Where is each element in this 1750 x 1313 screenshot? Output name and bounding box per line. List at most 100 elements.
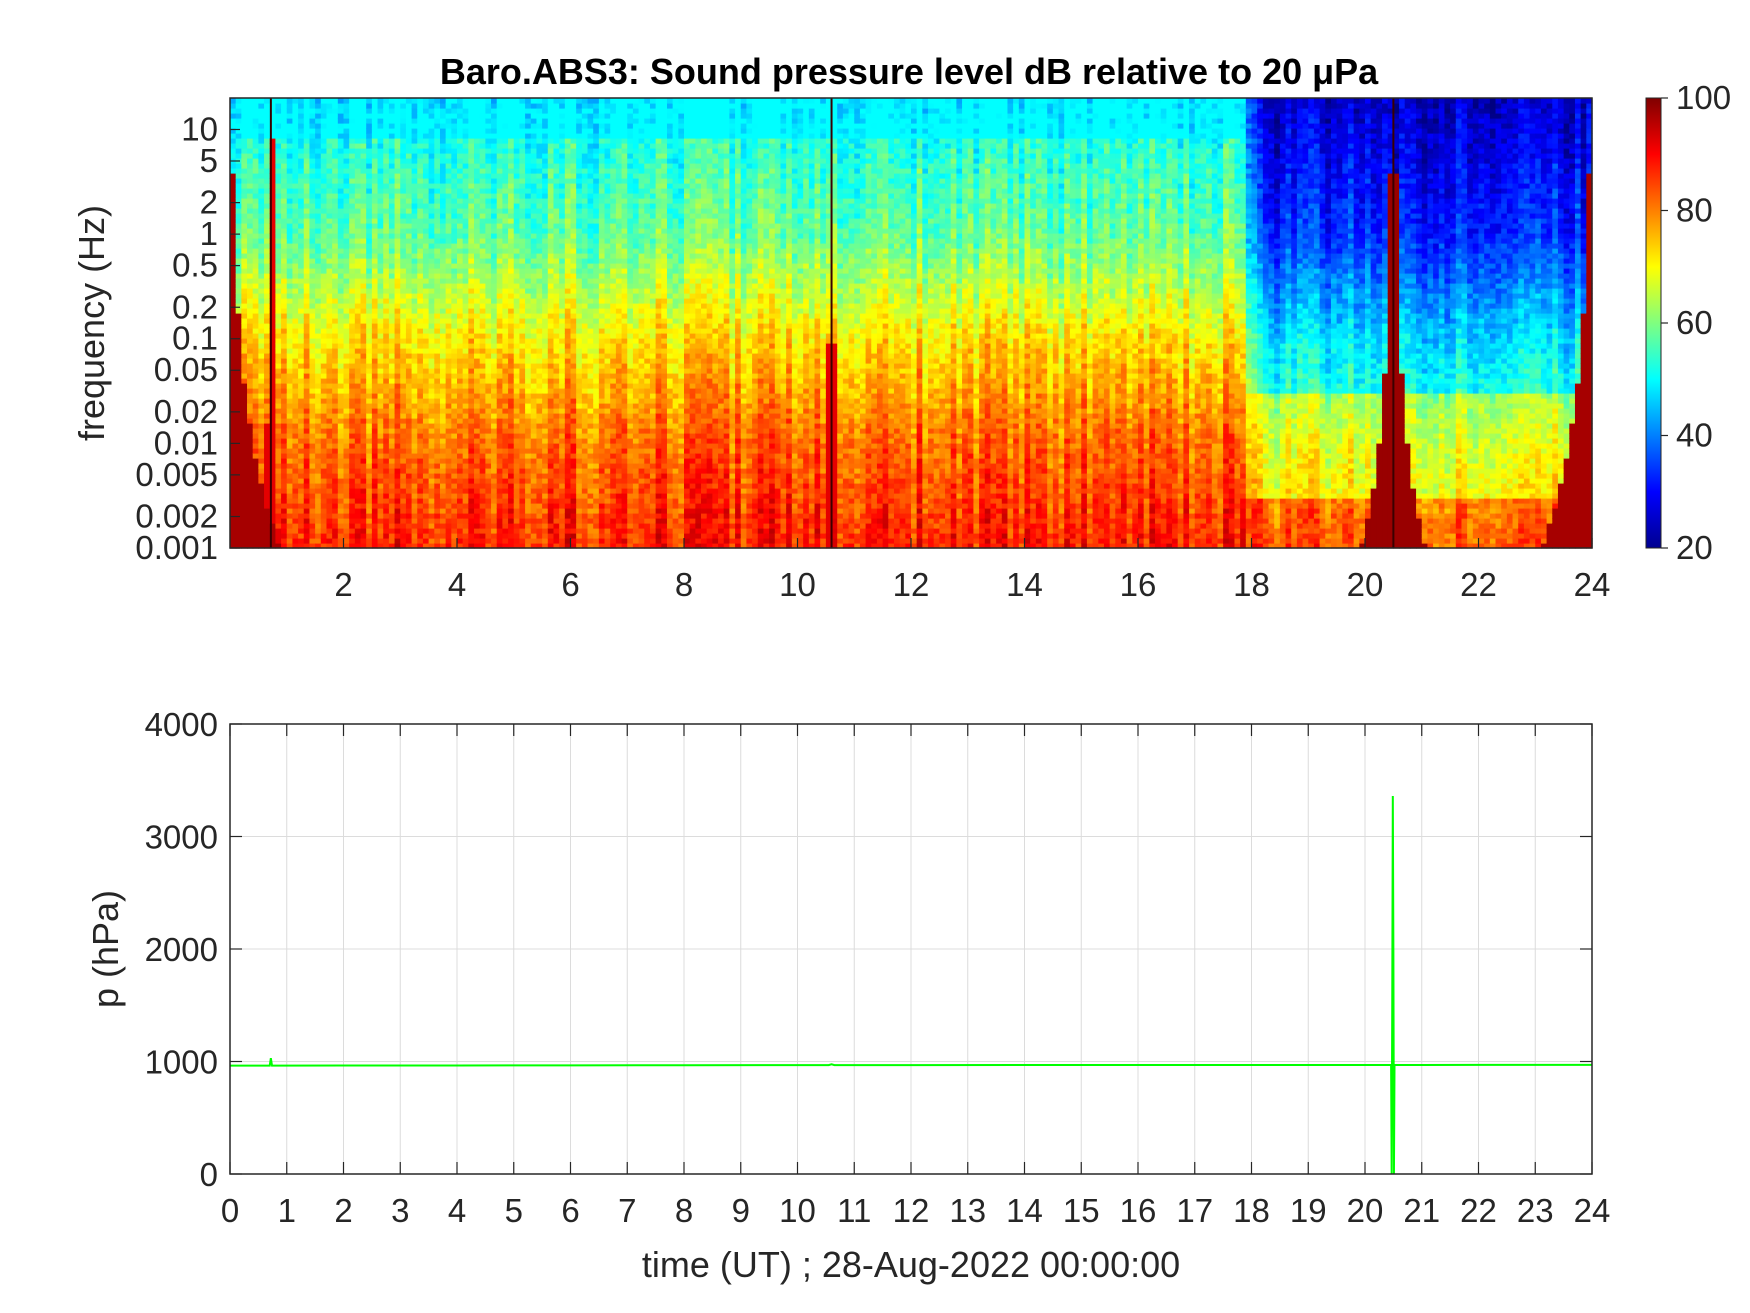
heatmap-cell bbox=[321, 423, 327, 429]
heatmap-cell bbox=[338, 228, 344, 234]
heatmap-cell bbox=[349, 238, 355, 244]
heatmap-cell bbox=[298, 448, 304, 454]
heatmap-cell bbox=[474, 393, 480, 399]
heatmap-cell bbox=[417, 158, 423, 164]
heatmap-cell bbox=[355, 258, 361, 264]
heatmap-cell bbox=[281, 108, 287, 114]
heatmap-cell bbox=[355, 193, 361, 199]
heatmap-cell bbox=[434, 298, 440, 304]
heatmap-cell bbox=[355, 498, 361, 504]
heatmap-cell bbox=[474, 148, 480, 154]
heatmap-cell bbox=[463, 538, 469, 544]
heatmap-cell bbox=[281, 228, 287, 234]
heatmap-cell bbox=[434, 408, 440, 414]
heatmap-cell bbox=[395, 278, 401, 284]
heatmap-cell bbox=[383, 103, 389, 109]
heatmap-cell bbox=[304, 378, 310, 384]
heatmap-cell bbox=[281, 393, 287, 399]
heatmap-cell bbox=[446, 468, 452, 474]
heatmap-cell bbox=[389, 288, 395, 294]
heatmap-cell bbox=[264, 183, 270, 189]
heatmap-cell bbox=[338, 483, 344, 489]
heatmap-cell bbox=[434, 343, 440, 349]
heatmap-cell bbox=[315, 518, 321, 524]
heatmap-cell bbox=[389, 308, 395, 314]
heatmap-cell bbox=[309, 248, 315, 254]
heatmap-cell bbox=[309, 433, 315, 439]
heatmap-cell bbox=[434, 323, 440, 329]
heatmap-cell bbox=[372, 518, 378, 524]
heatmap-cell bbox=[474, 98, 480, 104]
heatmap-cell bbox=[292, 398, 298, 404]
heatmap-cell bbox=[372, 328, 378, 334]
heatmap-cell bbox=[344, 433, 350, 439]
heatmap-cell bbox=[321, 178, 327, 184]
heatmap-cell bbox=[309, 203, 315, 209]
heatmap-cell bbox=[247, 253, 253, 259]
heatmap-cell bbox=[383, 238, 389, 244]
heatmap-cell bbox=[258, 453, 264, 459]
heatmap-cell bbox=[361, 108, 367, 114]
heatmap-cell bbox=[247, 193, 253, 199]
heatmap-cell bbox=[287, 348, 293, 354]
heatmap-cell bbox=[446, 458, 452, 464]
heatmap-cell bbox=[400, 448, 406, 454]
heatmap-cell bbox=[344, 498, 350, 504]
heatmap-cell bbox=[292, 218, 298, 224]
heatmap-cell bbox=[446, 213, 452, 219]
heatmap-cell bbox=[292, 458, 298, 464]
heatmap-cell bbox=[468, 273, 474, 279]
heatmap-cell bbox=[389, 338, 395, 344]
heatmap-cell bbox=[468, 173, 474, 179]
heatmap-cell bbox=[434, 353, 440, 359]
heatmap-cell bbox=[236, 213, 242, 219]
heatmap-cell bbox=[423, 383, 429, 389]
heatmap-cell bbox=[372, 313, 378, 319]
heatmap-cell bbox=[400, 408, 406, 414]
heatmap-cell bbox=[361, 123, 367, 129]
heatmap-cell bbox=[264, 138, 270, 144]
heatmap-cell bbox=[389, 293, 395, 299]
heatmap-cell bbox=[468, 308, 474, 314]
heatmap-cell bbox=[423, 183, 429, 189]
heatmap-cell bbox=[463, 173, 469, 179]
heatmap-cell bbox=[298, 458, 304, 464]
heatmap-cell bbox=[281, 273, 287, 279]
heatmap-cell bbox=[281, 238, 287, 244]
heatmap-cell bbox=[338, 163, 344, 169]
heatmap-cell bbox=[326, 128, 332, 134]
heatmap-cell bbox=[468, 473, 474, 479]
heatmap-cell bbox=[292, 348, 298, 354]
heatmap-cell bbox=[304, 133, 310, 139]
heatmap-cell bbox=[236, 473, 242, 479]
heatmap-cell bbox=[485, 228, 491, 234]
heatmap-cell bbox=[446, 268, 452, 274]
heatmap-cell bbox=[355, 103, 361, 109]
heatmap-cell bbox=[468, 283, 474, 289]
heatmap-cell bbox=[406, 373, 412, 379]
heatmap-cell bbox=[440, 253, 446, 259]
heatmap-cell bbox=[258, 508, 264, 514]
heatmap-cell bbox=[440, 443, 446, 449]
heatmap-cell bbox=[292, 358, 298, 364]
heatmap-cell bbox=[332, 393, 338, 399]
heatmap-cell bbox=[326, 193, 332, 199]
heatmap-cell bbox=[344, 173, 350, 179]
heatmap-cell bbox=[355, 398, 361, 404]
heatmap-cell bbox=[292, 513, 298, 519]
heatmap-cell bbox=[372, 203, 378, 209]
heatmap-cell bbox=[264, 478, 270, 484]
heatmap-cell bbox=[395, 288, 401, 294]
heatmap-cell bbox=[298, 503, 304, 509]
heatmap-cell bbox=[468, 198, 474, 204]
heatmap-cell bbox=[298, 298, 304, 304]
heatmap-cell bbox=[395, 113, 401, 119]
heatmap-cell bbox=[236, 238, 242, 244]
heatmap-cell bbox=[275, 173, 281, 179]
heatmap-cell bbox=[440, 268, 446, 274]
heatmap-cell bbox=[349, 413, 355, 419]
heatmap-cell bbox=[366, 508, 372, 514]
heatmap-cell bbox=[412, 293, 418, 299]
heatmap-cell bbox=[326, 248, 332, 254]
heatmap-cell bbox=[315, 133, 321, 139]
